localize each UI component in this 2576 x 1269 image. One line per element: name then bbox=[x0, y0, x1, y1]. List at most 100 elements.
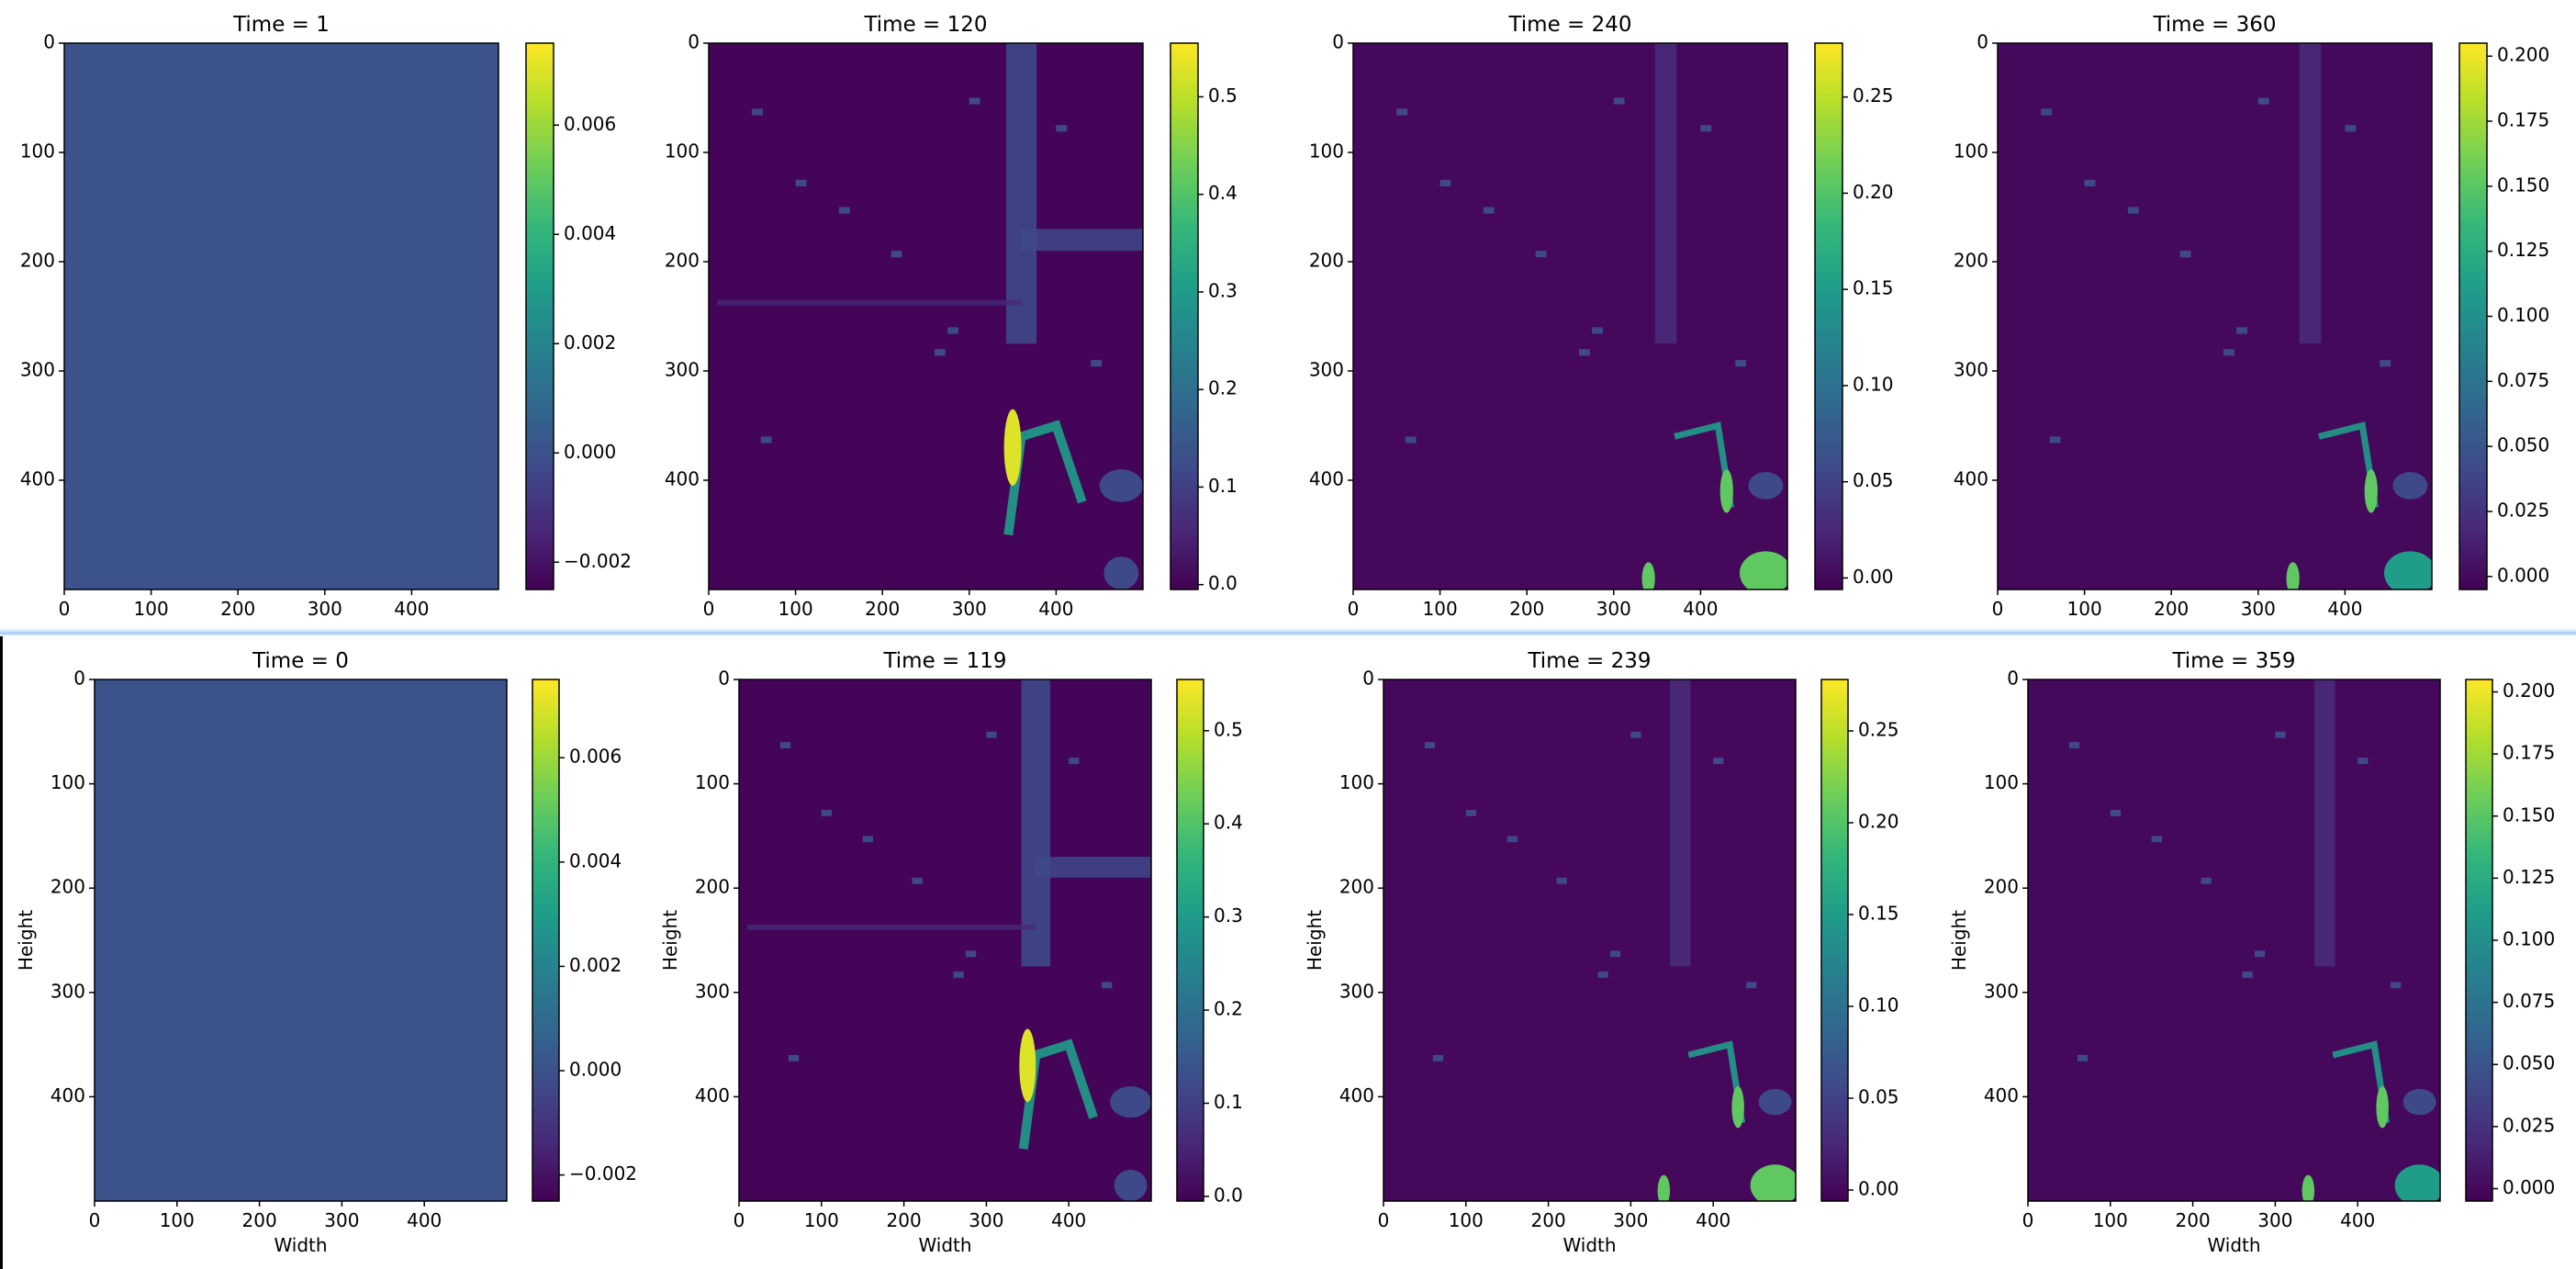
x-axis-label: Width bbox=[2207, 1234, 2260, 1256]
x-tick-label: 200 bbox=[220, 598, 255, 620]
colorbar-tick-label: 0.200 bbox=[2497, 44, 2549, 66]
heatmap-background bbox=[1353, 43, 1787, 590]
hotspot-feature bbox=[2302, 1174, 2315, 1201]
colorbar-tick-label: −0.002 bbox=[564, 550, 632, 572]
hotspot-feature bbox=[2286, 562, 2300, 590]
colorbar-tick-label: 0.075 bbox=[2497, 369, 2549, 391]
colorbar-tick-label: 0.10 bbox=[1858, 994, 1899, 1016]
colorbar-tick-label: 0.0 bbox=[1214, 1184, 1243, 1206]
hotspot-feature bbox=[1719, 469, 1733, 513]
colorbar bbox=[1176, 679, 1204, 1202]
blob-feature bbox=[1483, 207, 1495, 214]
y-tick-label: 400 bbox=[50, 1084, 85, 1106]
colorbar-tick-label: 0.002 bbox=[569, 954, 622, 976]
y-tick-label: 100 bbox=[1984, 771, 2019, 793]
heatmap-panel: Time = 359 0 100 200 300 400 0 100 200 300 400 Widt… bbox=[1948, 649, 2555, 1256]
y-tick-label: 200 bbox=[1339, 876, 1374, 898]
blob-feature bbox=[1091, 360, 1103, 367]
colorbar-tick-label: 0.100 bbox=[2503, 928, 2555, 950]
x-tick-label: 300 bbox=[1596, 598, 1631, 620]
colorbar-tick-label: 0.3 bbox=[1214, 904, 1243, 926]
panel-title: Time = 0 bbox=[252, 649, 349, 673]
blob-feature bbox=[2391, 982, 2402, 989]
colorbar-tick-label: 0.05 bbox=[1853, 469, 1894, 491]
y-tick-label: 100 bbox=[665, 140, 700, 163]
blob-feature bbox=[2392, 472, 2428, 500]
x-tick-label: 100 bbox=[1449, 1209, 1484, 1231]
blob-feature bbox=[912, 877, 923, 884]
x-tick-label: 200 bbox=[2154, 598, 2189, 620]
plot-frame bbox=[1383, 679, 1797, 1202]
x-tick-label: 0 bbox=[89, 1209, 101, 1231]
plot-frame bbox=[63, 42, 499, 590]
y-tick-label: 100 bbox=[1339, 771, 1374, 793]
colorbar-tick-label: 0.050 bbox=[2503, 1052, 2555, 1074]
blob-feature bbox=[2257, 97, 2269, 105]
x-tick-label: 400 bbox=[2327, 598, 2362, 620]
plot-frame bbox=[1352, 42, 1788, 590]
blob-feature bbox=[2068, 742, 2080, 748]
colorbar bbox=[1814, 42, 1843, 590]
plot-frame bbox=[708, 42, 1144, 590]
hotspot-feature bbox=[1641, 562, 1655, 590]
blob-feature bbox=[890, 251, 902, 258]
y-tick-label: 400 bbox=[1954, 468, 1988, 490]
colorbar-tick-label: 0.3 bbox=[1208, 279, 1238, 301]
blob-feature bbox=[1746, 982, 1757, 989]
y-tick-label: 0 bbox=[73, 668, 85, 690]
blob-feature bbox=[2345, 125, 2357, 132]
colorbar-tick-label: 0.2 bbox=[1214, 998, 1243, 1020]
blob-feature bbox=[947, 327, 958, 334]
channel-feature bbox=[1670, 679, 1691, 967]
blob-feature bbox=[1630, 731, 1641, 738]
colorbar-tick-label: 0.1 bbox=[1208, 475, 1238, 497]
blob-feature bbox=[965, 950, 977, 958]
blob-feature bbox=[1758, 1088, 1792, 1116]
x-tick-label: 300 bbox=[308, 598, 342, 620]
y-tick-label: 0 bbox=[688, 31, 700, 53]
colorbar-tick-label: 0.004 bbox=[569, 849, 622, 871]
channel-feature bbox=[2299, 43, 2322, 344]
row-separator bbox=[0, 628, 2576, 636]
x-tick-label: 100 bbox=[778, 598, 813, 620]
colorbar-tick-label: 0.006 bbox=[569, 746, 622, 768]
y-tick-label: 300 bbox=[665, 359, 700, 381]
y-tick-label: 200 bbox=[1954, 250, 1988, 272]
colorbar bbox=[532, 679, 560, 1202]
bottom-row-edge bbox=[0, 636, 3, 1269]
colorbar-tick-label: 0.2 bbox=[1208, 377, 1238, 399]
y-tick-label: 200 bbox=[50, 876, 85, 898]
colorbar-tick-label: 0.025 bbox=[2497, 500, 2549, 522]
blob-feature bbox=[1556, 877, 1567, 884]
panel-title: Time = 239 bbox=[1527, 649, 1651, 673]
blob-feature bbox=[1110, 1086, 1151, 1118]
blob-feature bbox=[1439, 179, 1451, 186]
colorbar-tick-label: 0.05 bbox=[1858, 1086, 1899, 1108]
x-tick-label: 200 bbox=[242, 1209, 277, 1231]
y-tick-label: 200 bbox=[20, 250, 55, 272]
x-tick-label: 200 bbox=[887, 1209, 922, 1231]
colorbar-tick-label: 0.25 bbox=[1858, 719, 1899, 741]
blob-feature bbox=[969, 97, 980, 105]
blob-feature bbox=[2077, 1054, 2089, 1061]
hotspot-feature bbox=[2364, 469, 2378, 513]
colorbar-tick-label: 0.15 bbox=[1853, 277, 1894, 299]
blob-feature bbox=[779, 742, 791, 748]
hotspot-feature bbox=[1731, 1086, 1744, 1129]
y-tick-label: 400 bbox=[1984, 1084, 2019, 1106]
blob-feature bbox=[1535, 251, 1547, 258]
y-tick-label: 300 bbox=[695, 980, 730, 1002]
panel-title: Time = 359 bbox=[2171, 649, 2295, 673]
colorbar-tick-label: 0.175 bbox=[2497, 109, 2549, 131]
blob-feature bbox=[760, 436, 772, 444]
blob-feature bbox=[1432, 1054, 1444, 1061]
x-tick-label: 0 bbox=[1992, 598, 2004, 620]
y-tick-label: 300 bbox=[1984, 980, 2019, 1002]
blob-feature bbox=[2223, 349, 2234, 356]
heatmap-background bbox=[95, 679, 507, 1201]
colorbar-tick-label: 0.20 bbox=[1853, 181, 1894, 203]
colorbar-tick-label: 0.10 bbox=[1853, 373, 1894, 395]
y-tick-label: 400 bbox=[1339, 1084, 1374, 1106]
x-tick-label: 0 bbox=[1378, 1209, 1390, 1231]
blob-feature bbox=[2151, 836, 2162, 843]
